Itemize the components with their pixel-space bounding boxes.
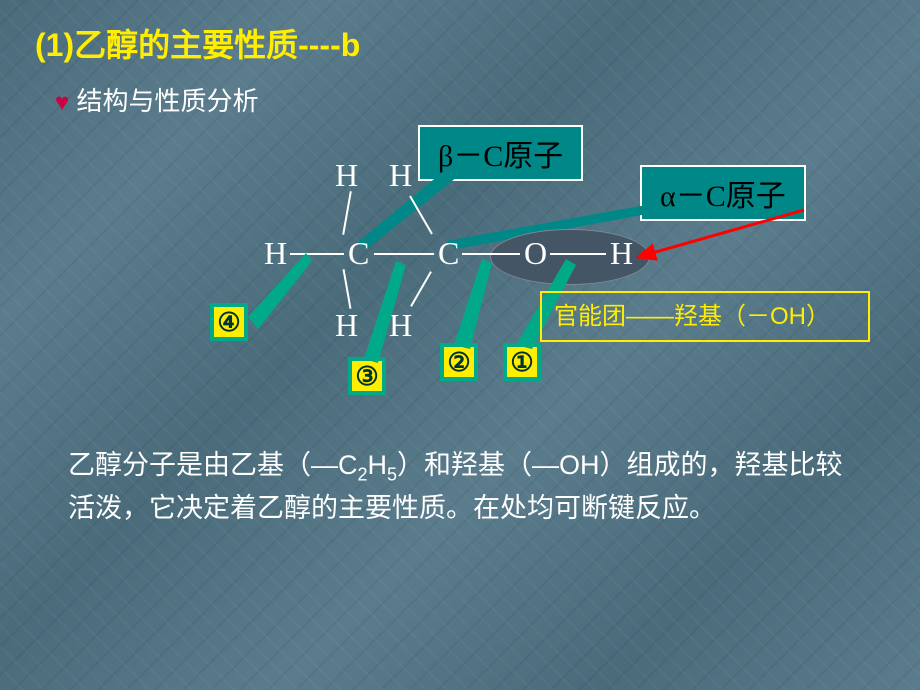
callout-text: 官能团――羟基（－OH） [554,303,830,330]
molecule-diagram: β－C原子 α－C原子 H H H C C O H H H [0,135,920,415]
subtitle: ♥ 结构与性质分析 [0,66,920,118]
paragraph: 乙醇分子是由乙基（―C2H5）和羟基（―OH）组成的，羟基比较活泼，它决定着乙醇… [68,445,868,529]
p-1c: 2 [358,464,368,484]
title-text: (1)乙醇的主要性质----b [35,27,360,63]
subtitle-text: 结构与性质分析 [76,86,258,116]
callout-box: 官能团――羟基（－OH） [540,291,870,342]
page-title: (1)乙醇的主要性质----b [0,0,920,66]
p-1f: ）和羟基（ [397,450,532,480]
p-1d: H [368,450,388,480]
p-1g: ―OH [532,450,600,480]
p-1a: 乙醇分子是由乙基（ [68,450,311,480]
red-arrow [0,135,920,415]
p-1e: 5 [387,464,397,484]
heart-icon: ♥ [55,89,69,116]
p-1b: ―C [311,450,358,480]
